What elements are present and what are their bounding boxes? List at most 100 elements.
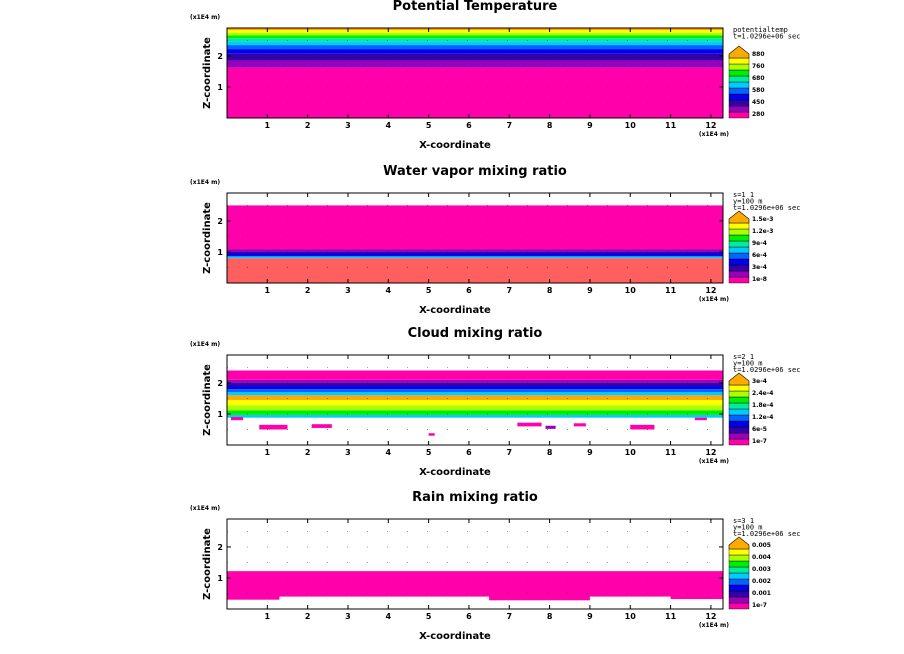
colorbar-swatch: [728, 396, 750, 404]
run-info: t=1.0296e+06 sec: [733, 530, 800, 538]
y-unit-label: (x1E4 m): [190, 179, 220, 186]
panel-3: Cloud mixing ratio(x1E4 m)1 2 3 4 5 6 7 8 9 10 11 1…: [190, 326, 800, 478]
plot-frame: [226, 27, 724, 119]
x-tick-label: 6: [466, 612, 472, 621]
x-axis-label: X-coordinate: [419, 305, 491, 316]
x-tick-label: 11: [665, 286, 677, 295]
colorbar-label: 3e-4: [752, 378, 767, 385]
colorbar-arrow: [728, 536, 750, 550]
colorbar-swatch: [728, 270, 750, 278]
contour-band: [227, 386, 723, 390]
x-tick-label: 1: [265, 612, 271, 621]
colorbar-label: 450: [752, 99, 765, 106]
y-axis-label: Z-coordinate: [202, 364, 213, 436]
contour-band: [227, 28, 723, 31]
colorbar-swatch: [728, 408, 750, 416]
colorbar-swatch: [728, 276, 750, 284]
x-tick-label: 10: [625, 286, 637, 295]
x-tick-label: 5: [426, 286, 432, 295]
x-tick-label: 8: [547, 612, 553, 621]
y-tick-label: 1: [217, 574, 223, 583]
panel-1: Potential Temperature(x1E4 m)1 2 3 4 5 6 7 8 9 10…: [190, 0, 800, 151]
contour-band: [227, 60, 723, 68]
colorbar-label: 580: [752, 87, 765, 94]
x-tick-label: 9: [587, 286, 593, 295]
x-tick-label: 10: [625, 448, 637, 457]
contour-band: [227, 382, 723, 387]
colorbar-swatch: [728, 246, 750, 254]
x-axis-label: X-coordinate: [419, 467, 491, 478]
x-unit-label: (x1E4 m): [699, 622, 729, 629]
x-tick-label: 3: [345, 612, 351, 621]
x-tick-label: 7: [506, 121, 512, 130]
colorbar-swatch: [728, 596, 750, 604]
colorbar-arrow: [728, 45, 750, 59]
colorbar-swatch: [728, 93, 750, 101]
contour-patch: [311, 424, 332, 428]
colorbar-swatch: [728, 105, 750, 113]
y-tick-label: 1: [217, 83, 223, 92]
run-info: s=3 1: [733, 517, 754, 525]
contour-patch: [517, 422, 542, 427]
x-tick-label: 10: [625, 612, 637, 621]
contour-band: [227, 30, 723, 33]
contour-band: [227, 370, 723, 380]
contour-band: [227, 45, 723, 50]
colorbar-arrow: [728, 210, 750, 224]
colorbar-swatch: [728, 432, 750, 440]
colorbar-label: 1.2e-3: [752, 228, 773, 235]
colorbar: 280 450 580 680 760 880: [728, 45, 765, 119]
plot-area: [227, 193, 723, 283]
colorbar-swatch: [728, 222, 750, 230]
colorbar-swatch: [728, 111, 750, 119]
x-tick-label: 4: [386, 448, 392, 457]
y-tick-label: 2: [217, 217, 223, 226]
contour-patch: [489, 595, 590, 601]
contour-patch: [259, 424, 288, 430]
contour-patch: [428, 433, 435, 436]
colorbar: 1e-7 6e-5 1.2e-4 1.8e-4 2.4e-4 3e-4: [728, 372, 773, 446]
y-tick-label: 1: [217, 410, 223, 419]
contour-patch: [231, 417, 244, 421]
contour-band: [227, 49, 723, 54]
colorbar-label: 680: [752, 75, 765, 82]
x-tick-label: 12: [705, 121, 716, 130]
x-tick-label: 2: [305, 286, 311, 295]
colorbar-swatch: [728, 426, 750, 434]
contour-band: [227, 253, 723, 257]
x-tick-label: 3: [345, 448, 351, 457]
y-axis-label: Z-coordinate: [202, 528, 213, 600]
contour-band: [227, 249, 723, 252]
x-tick-label: 8: [547, 121, 553, 130]
x-unit-label: (x1E4 m): [699, 131, 729, 138]
chart-title: Water vapor mixing ratio: [383, 164, 567, 179]
x-tick-label: 5: [426, 448, 432, 457]
contour-patch: [227, 595, 280, 600]
x-tick-label: 8: [547, 448, 553, 457]
contour-band: [227, 571, 723, 597]
colorbar-swatch: [728, 554, 750, 562]
x-tick-label: 1: [265, 286, 271, 295]
colorbar-swatch: [728, 228, 750, 236]
colorbar-label: 1e-7: [752, 438, 767, 445]
colorbar-label: 9e-4: [752, 240, 767, 247]
colorbar-swatch: [728, 87, 750, 95]
colorbar-swatch: [728, 75, 750, 83]
y-tick-label: 1: [217, 248, 223, 257]
colorbar-swatch: [728, 63, 750, 71]
contour-band: [227, 205, 723, 250]
x-axis-label: X-coordinate: [419, 631, 491, 642]
run-info: potentialtemp: [733, 26, 788, 34]
x-tick-label: 12: [705, 286, 716, 295]
colorbar-arrow: [728, 372, 750, 386]
contour-patch: [545, 425, 556, 429]
x-tick-label: 11: [665, 612, 677, 621]
chart-title: Cloud mixing ratio: [408, 326, 543, 341]
contour-band: [227, 414, 723, 418]
colorbar-swatch: [728, 390, 750, 398]
contour-patch: [670, 595, 723, 600]
x-tick-label: 5: [426, 121, 432, 130]
x-tick-label: 9: [587, 612, 593, 621]
colorbar-swatch: [728, 99, 750, 107]
